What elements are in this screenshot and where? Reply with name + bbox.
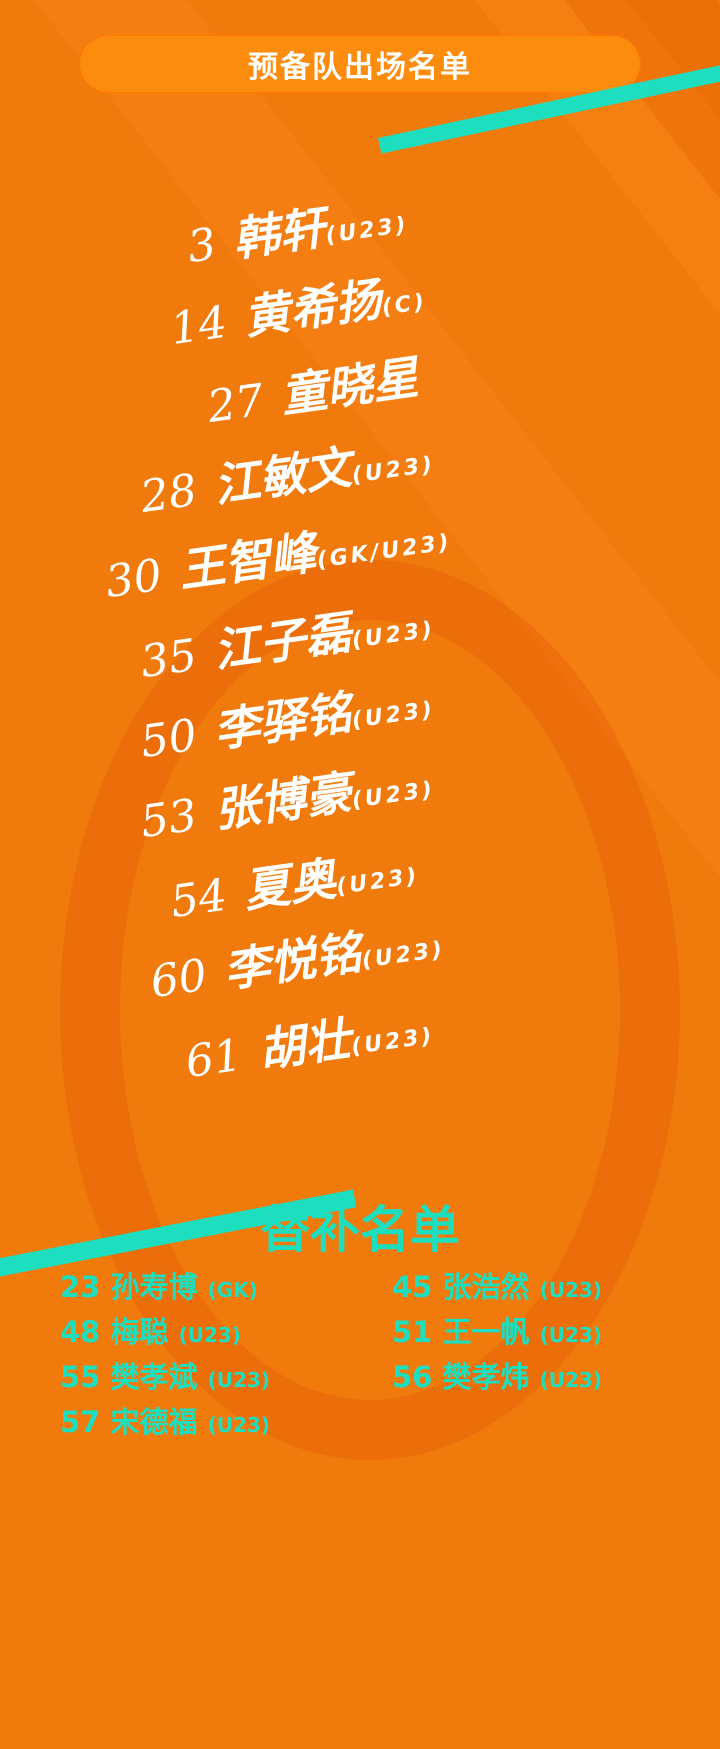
player-tag: (U23) [360, 937, 447, 974]
substitute-tag: (U23) [539, 1278, 602, 1302]
player-number: 28 [137, 464, 201, 524]
substitute-tag: (U23) [539, 1368, 602, 1392]
player-name: 夏奥 [240, 851, 339, 918]
player-number: 30 [102, 549, 166, 609]
substitute-tag: (U23) [539, 1323, 602, 1347]
substitute-tag: (GK) [207, 1278, 258, 1302]
player-tag: (U23) [349, 1023, 437, 1060]
substitute-label: 23 孙寿博 [60, 1270, 198, 1304]
substitute-label: 51 王一帆 [392, 1315, 530, 1349]
substitute-label: 48 梅聪 [60, 1315, 169, 1349]
substitute-player: 51 王一帆 (U23) [392, 1309, 602, 1351]
substitute-tag: (U23) [178, 1323, 241, 1347]
substitute-label: 56 樊孝炜 [392, 1360, 530, 1394]
substitute-player: 48 梅聪 (U23) [60, 1309, 241, 1351]
player-number: 27 [204, 374, 268, 434]
player-tag: (U23) [350, 697, 437, 734]
substitute-tag: (U23) [207, 1413, 270, 1437]
player-number: 53 [137, 789, 201, 849]
player-number: 61 [182, 1029, 246, 1089]
player-number: 14 [167, 296, 231, 356]
player-number: 60 [147, 949, 211, 1009]
player-tag: (U23) [334, 863, 422, 900]
player-name: 韩轩 [229, 200, 329, 267]
player-number: 50 [137, 709, 201, 769]
substitute-player: 56 樊孝炜 (U23) [392, 1354, 602, 1396]
player-name: 胡壮 [255, 1011, 354, 1078]
player-number: 3 [184, 218, 220, 274]
substitute-label: 57 宋德福 [60, 1405, 198, 1439]
substitutes-title: 替补名单 [260, 1201, 460, 1259]
substitute-player: 23 孙寿博 (GK) [60, 1264, 258, 1306]
substitute-tag: (U23) [207, 1368, 270, 1392]
player-tag: (GK/U23) [315, 529, 454, 574]
substitute-player: 57 宋德福 (U23) [60, 1399, 270, 1441]
page-title: 预备队出场名单 [80, 36, 640, 92]
player-tag: (U23) [324, 212, 411, 249]
substitute-label: 55 樊孝斌 [60, 1360, 198, 1394]
player-tag: (C) [380, 289, 429, 321]
player-number: 35 [137, 629, 201, 689]
substitute-player: 55 樊孝斌 (U23) [60, 1354, 270, 1396]
player-number: 54 [167, 869, 231, 929]
player-name: 江敏文 [210, 440, 355, 513]
player-tag: (U23) [350, 777, 437, 814]
substitute-player: 45 张浩然 (U23) [392, 1264, 602, 1306]
player-tag: (U23) [350, 617, 437, 654]
substitute-label: 45 张浩然 [392, 1270, 530, 1304]
player-tag: (U23) [350, 452, 437, 489]
